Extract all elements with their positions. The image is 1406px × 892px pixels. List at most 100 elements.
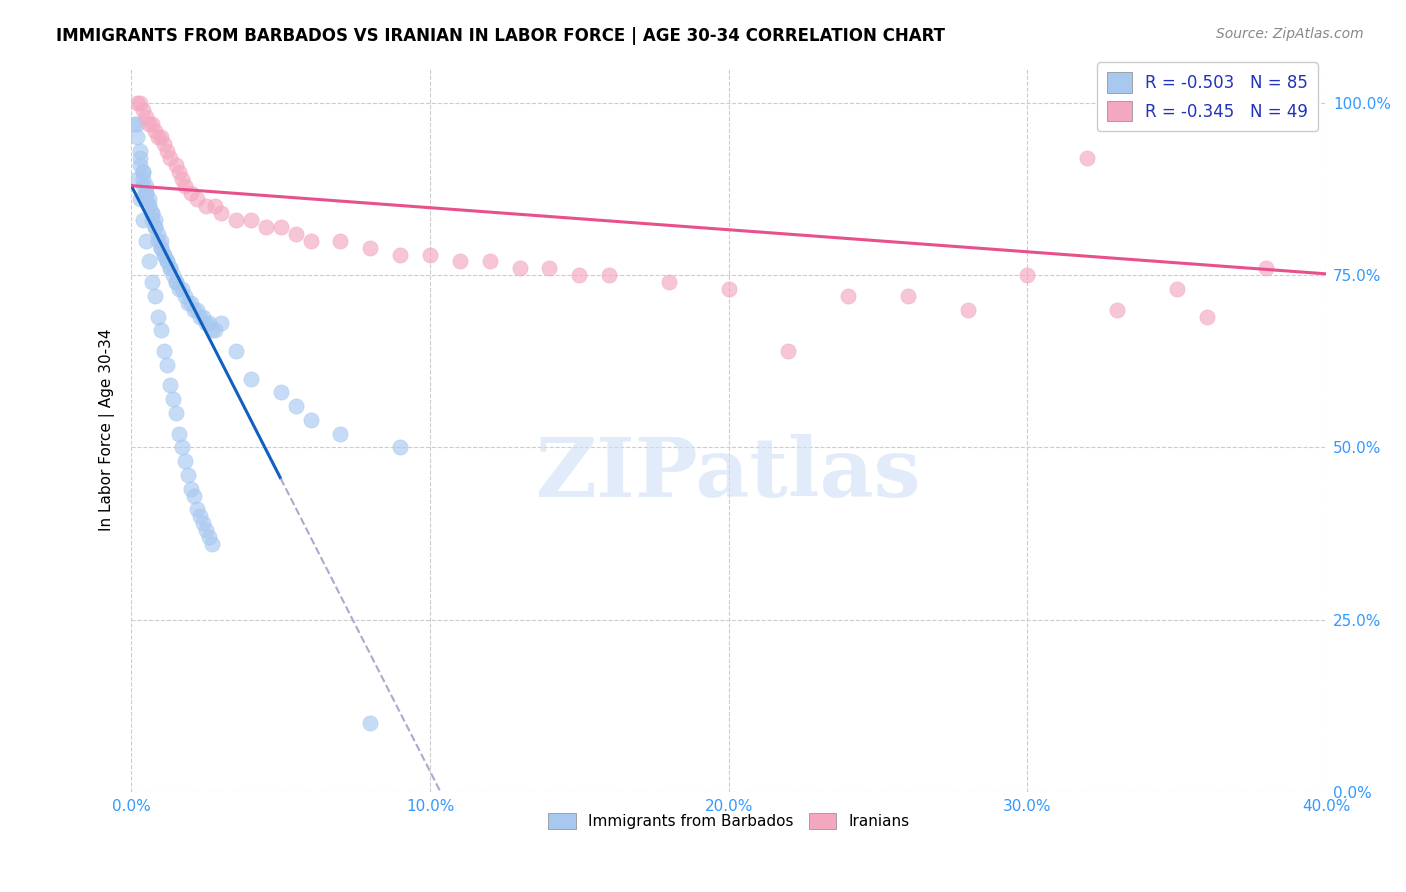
Point [141,213,163,227]
Point [138,193,160,207]
Point [254,219,277,234]
Point [124,117,146,131]
Point [177,468,200,483]
Point [150,323,173,337]
Point [239,213,262,227]
Point [201,323,224,337]
Point [329,234,352,248]
Y-axis label: In Labor Force | Age 30-34: In Labor Force | Age 30-34 [100,329,115,532]
Point [1166,282,1188,296]
Point [204,323,226,337]
Point [538,261,561,276]
Point [174,178,197,193]
Point [478,254,501,268]
Point [183,489,205,503]
Point [132,213,155,227]
Point [270,219,292,234]
Point [129,151,152,165]
Point [162,268,184,283]
Point [449,254,471,268]
Point [180,482,202,496]
Point [717,282,740,296]
Point [897,289,920,303]
Point [239,371,262,385]
Point [143,123,166,137]
Point [204,199,226,213]
Point [135,234,157,248]
Point [198,530,221,544]
Point [778,344,800,359]
Point [837,289,859,303]
Point [299,234,322,248]
Point [172,171,194,186]
Point [143,213,166,227]
Point [1256,261,1278,276]
Point [129,193,152,207]
Point [148,227,170,241]
Point [225,344,247,359]
Point [150,241,173,255]
Point [209,206,232,220]
Point [1017,268,1039,283]
Point [658,275,681,289]
Point [143,289,166,303]
Point [177,295,200,310]
Point [389,441,412,455]
Point [135,193,157,207]
Point [284,399,307,413]
Point [270,385,292,400]
Point [138,117,160,131]
Point [150,130,173,145]
Text: ZIPatlas: ZIPatlas [536,434,921,514]
Text: IMMIGRANTS FROM BARBADOS VS IRANIAN IN LABOR FORCE | AGE 30-34 CORRELATION CHART: IMMIGRANTS FROM BARBADOS VS IRANIAN IN L… [56,27,945,45]
Point [159,261,181,276]
Point [568,268,591,283]
Point [153,247,176,261]
Point [156,254,179,268]
Point [135,110,157,124]
Point [180,186,202,200]
Point [172,282,194,296]
Point [165,158,187,172]
Point [209,317,232,331]
Point [127,130,149,145]
Point [198,317,221,331]
Point [167,426,190,441]
Point [165,275,187,289]
Point [150,241,173,255]
Point [956,302,979,317]
Point [138,199,160,213]
Point [127,95,149,110]
Point [132,171,155,186]
Point [141,117,163,131]
Text: Source: ZipAtlas.com: Source: ZipAtlas.com [1216,27,1364,41]
Point [165,275,187,289]
Point [129,145,152,159]
Point [148,130,170,145]
Point [141,275,163,289]
Point [299,413,322,427]
Point [162,392,184,407]
Point [156,145,179,159]
Point [135,186,157,200]
Point [138,254,160,268]
Point [127,171,149,186]
Point [148,234,170,248]
Point [153,137,176,152]
Point [127,117,149,131]
Point [138,199,160,213]
Point [1195,310,1218,324]
Point [1076,151,1098,165]
Point [284,227,307,241]
Point [156,358,179,372]
Point [153,344,176,359]
Point [156,254,179,268]
Point [195,199,218,213]
Point [132,103,155,117]
Point [201,537,224,551]
Point [598,268,620,283]
Legend: Immigrants from Barbados, Iranians: Immigrants from Barbados, Iranians [541,806,915,835]
Point [135,178,157,193]
Point [150,234,173,248]
Point [359,716,381,731]
